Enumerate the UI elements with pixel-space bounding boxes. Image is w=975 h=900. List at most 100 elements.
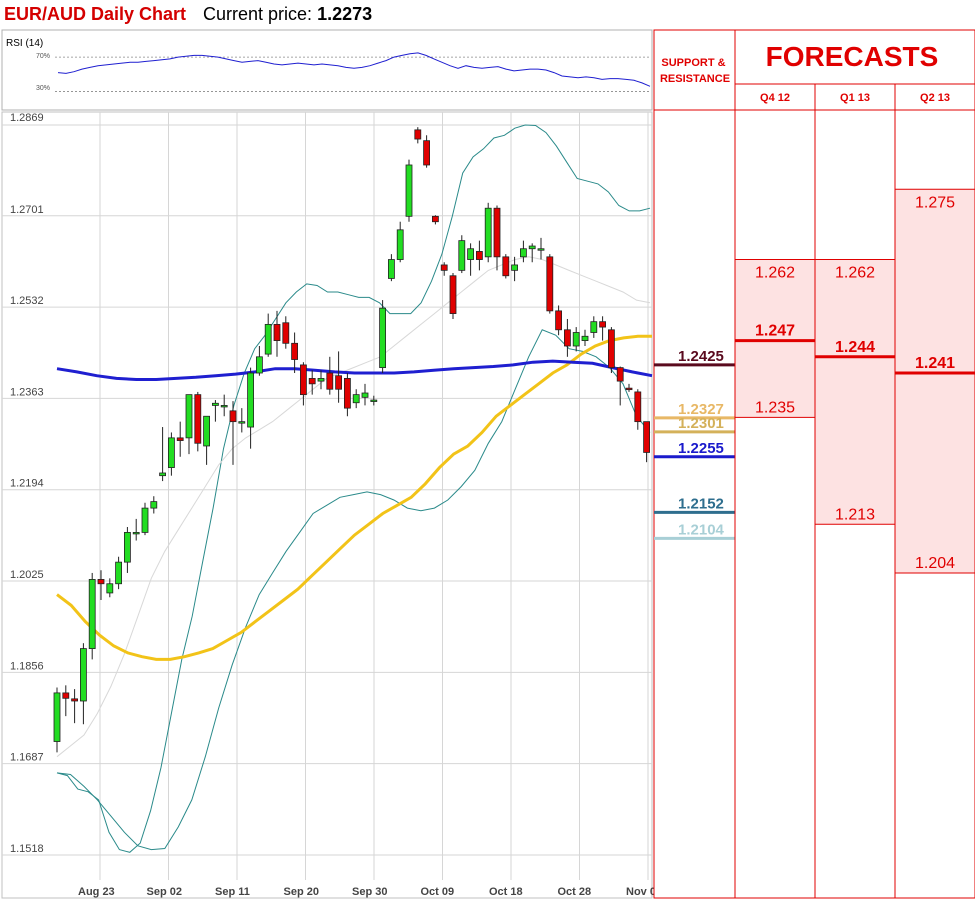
candle-body — [71, 698, 78, 702]
level-label: 1.2327 — [678, 401, 724, 418]
candle-body — [80, 648, 87, 702]
candle-body — [423, 140, 431, 166]
forecast-high-value: 1.275 — [915, 194, 955, 211]
level-label: 1.2301 — [678, 415, 724, 432]
chart-title: EUR/AUD Daily Chart — [4, 4, 187, 24]
level-label: 1.2104 — [678, 521, 725, 538]
forecast-mid-value: 1.247 — [755, 323, 795, 340]
forecast-low-value: 1.204 — [915, 555, 955, 572]
candle-body — [247, 372, 255, 428]
candle-body — [308, 378, 316, 385]
forecast-column-header: Q4 12 — [760, 92, 790, 104]
candle-body — [458, 240, 466, 271]
candle-body — [88, 579, 96, 649]
bollinger-lower — [56, 329, 651, 851]
chart-header: EUR/AUD Daily Chart Current price: 1.227… — [0, 0, 655, 30]
price-value: 1.2273 — [317, 4, 373, 24]
candle-body — [326, 372, 334, 390]
forecast-mid-value: 1.241 — [915, 355, 955, 372]
candle-body — [379, 307, 387, 369]
forecast-range-band — [895, 189, 975, 573]
y-tick-label: 1.1856 — [10, 660, 44, 672]
candle-body — [203, 415, 211, 447]
rsi-panel — [1, 29, 653, 111]
forecast-high-value: 1.262 — [835, 265, 875, 282]
x-tick-label: Aug 23 — [78, 886, 115, 898]
candle-body — [449, 275, 457, 314]
candle-body — [511, 264, 519, 271]
forecast-low-value: 1.235 — [755, 399, 795, 416]
candle-body — [53, 692, 61, 742]
moving-average-yellow — [56, 334, 652, 661]
candle-body — [608, 329, 615, 369]
candle-body — [405, 164, 413, 217]
candle-body — [124, 532, 131, 563]
candle-body — [106, 583, 114, 594]
y-tick-label: 1.1518 — [10, 843, 44, 855]
candle-body — [440, 264, 448, 271]
candle-body — [238, 421, 246, 424]
level-label: 1.2425 — [678, 348, 724, 365]
levels-header-line-1: SUPPORT & — [661, 57, 725, 69]
candle-body — [484, 207, 492, 258]
candle-body — [396, 229, 404, 260]
candle-body — [431, 215, 439, 223]
current-price: Current price: 1.2273 — [203, 4, 372, 25]
candle-body — [493, 207, 501, 258]
moving-averages — [56, 334, 653, 661]
candle-body — [625, 387, 633, 391]
forecast-mid-value: 1.244 — [835, 339, 875, 356]
candle-body — [387, 259, 395, 279]
candle-body — [343, 378, 351, 409]
candle-body — [467, 248, 475, 260]
candle-body — [159, 472, 167, 477]
candle-body — [150, 501, 158, 509]
rsi-level-high-label: 70% — [36, 53, 50, 60]
bollinger-upper — [56, 124, 651, 853]
candle-body — [370, 399, 378, 402]
x-tick-label: Oct 09 — [421, 886, 455, 898]
candle-body — [590, 321, 598, 333]
candle-body — [502, 256, 510, 277]
forecasts-title: FORECASTS — [766, 41, 939, 72]
levels-column — [653, 29, 736, 899]
candle-body — [115, 561, 122, 585]
moving-average-blue — [56, 359, 653, 381]
forecast-range-band — [815, 259, 895, 525]
candle-body — [475, 251, 483, 260]
levels-header-line-2: RESISTANCE — [660, 73, 730, 85]
forecast-range-band — [735, 259, 815, 418]
level-label: 1.2255 — [678, 440, 724, 457]
levels-header: SUPPORT & RESISTANCE — [660, 57, 730, 85]
candle-body — [361, 392, 369, 398]
rsi-level-low-label: 30% — [36, 85, 50, 92]
candle-body — [528, 245, 536, 250]
candle-body — [62, 692, 70, 699]
forecasts-panel: FORECASTS Q4 12 1.262 1.247 1.235 Q1 13 1.262… — [734, 29, 975, 899]
x-axis-ticks: Aug 23 Sep 02 Sep 11 Sep 20 Sep 30 Oct 09 Oct … — [78, 886, 662, 898]
x-tick-label: Oct 28 — [558, 886, 592, 898]
candle-body — [520, 248, 527, 258]
candle-body — [97, 579, 105, 585]
candle-body — [299, 364, 307, 396]
level-label: 1.2152 — [678, 495, 724, 512]
candle-body — [282, 322, 290, 344]
x-tick-label: Sep 20 — [284, 886, 319, 898]
price-grid — [2, 112, 652, 880]
candle-body — [317, 378, 325, 382]
forecast-column-header: Q1 13 — [840, 92, 870, 104]
y-tick-label: 1.2025 — [10, 569, 44, 581]
candlesticks — [53, 127, 650, 753]
y-tick-label: 1.2701 — [10, 204, 44, 216]
x-tick-label: Sep 02 — [147, 886, 182, 898]
rsi-label: RSI (14) — [6, 38, 43, 49]
candle-body — [581, 335, 589, 341]
forecast-low-value: 1.213 — [835, 506, 875, 523]
candle-body — [194, 394, 202, 444]
candle-body — [599, 321, 606, 328]
candle-body — [255, 356, 263, 374]
forecast-column-header: Q2 13 — [920, 92, 950, 104]
